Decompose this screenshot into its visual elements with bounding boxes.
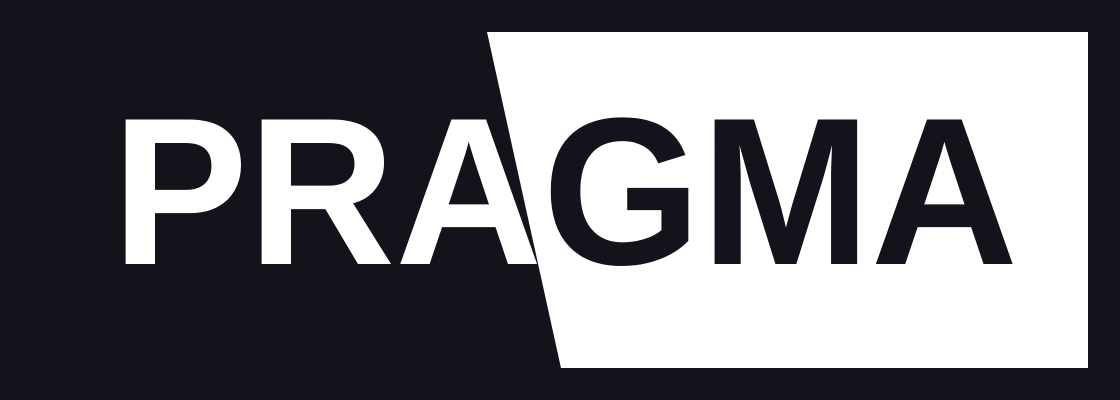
logo-wordmark-inverted: PRAGMA (112, 74, 1018, 309)
logo-slanted-panel (487, 32, 1088, 368)
logo-wordmark: PRAGMA (112, 74, 1018, 309)
logo-wordmark-inverted-group: PRAGMA (112, 74, 1018, 309)
